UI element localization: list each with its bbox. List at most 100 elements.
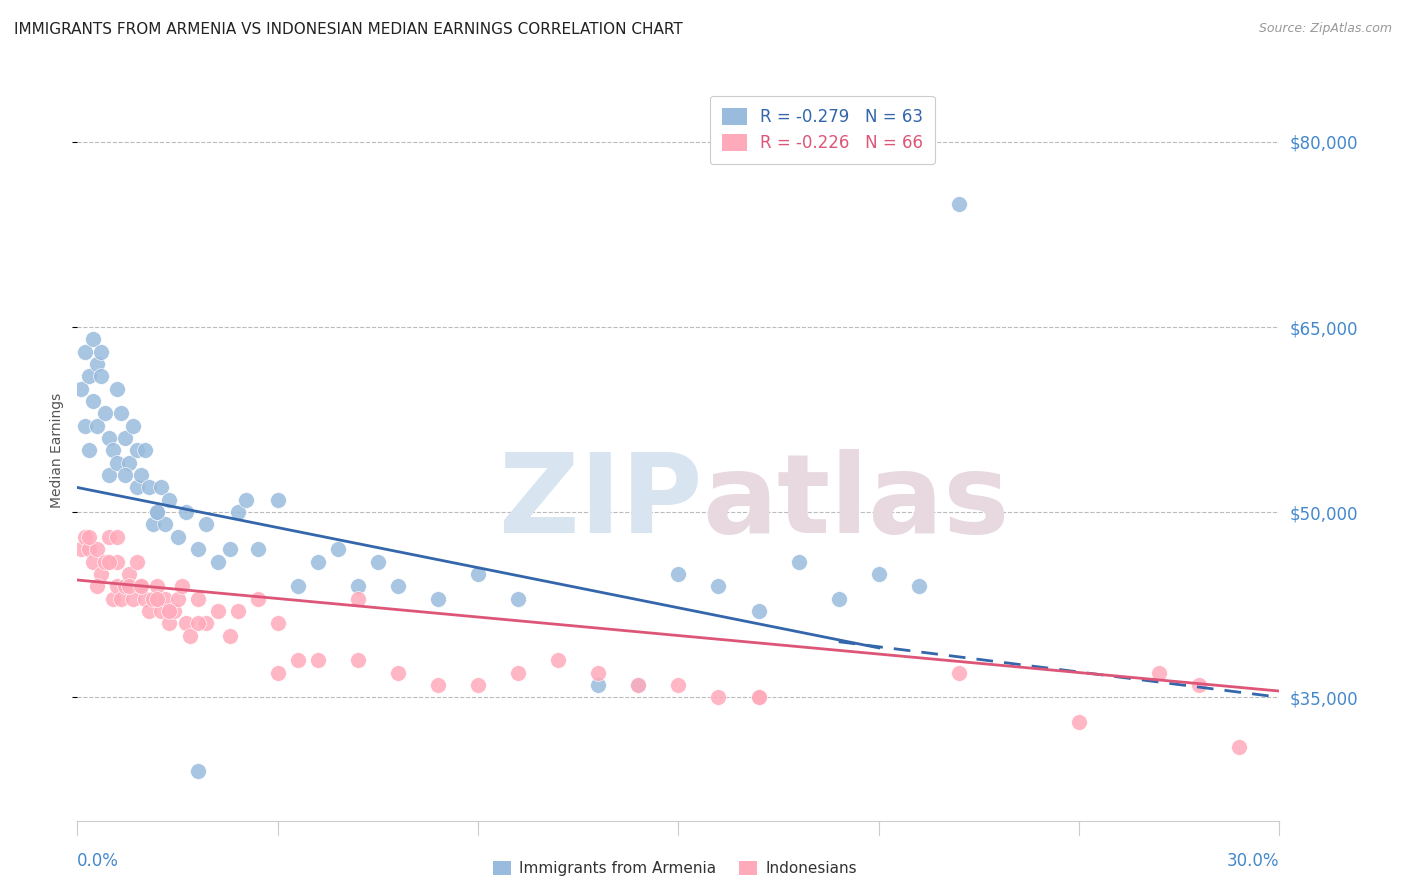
Text: 30.0%: 30.0% bbox=[1227, 852, 1279, 870]
Point bbox=[134, 443, 156, 458]
Point bbox=[146, 579, 169, 593]
Point bbox=[367, 554, 389, 569]
Point bbox=[107, 554, 129, 569]
Point bbox=[146, 505, 169, 519]
Point bbox=[828, 591, 851, 606]
Point bbox=[467, 566, 489, 581]
Point bbox=[748, 690, 770, 705]
Point bbox=[588, 678, 610, 692]
Point bbox=[159, 492, 181, 507]
Point bbox=[118, 579, 141, 593]
Point bbox=[194, 517, 217, 532]
Point bbox=[103, 591, 125, 606]
Point bbox=[427, 678, 450, 692]
Point bbox=[146, 591, 169, 606]
Point bbox=[127, 443, 149, 458]
Point bbox=[127, 554, 149, 569]
Point bbox=[86, 579, 108, 593]
Point bbox=[159, 616, 181, 631]
Point bbox=[287, 579, 309, 593]
Point bbox=[948, 665, 970, 680]
Point bbox=[347, 653, 370, 667]
Point bbox=[427, 591, 450, 606]
Point bbox=[79, 530, 101, 544]
Text: Source: ZipAtlas.com: Source: ZipAtlas.com bbox=[1258, 22, 1392, 36]
Point bbox=[110, 591, 132, 606]
Point bbox=[131, 579, 153, 593]
Point bbox=[98, 554, 121, 569]
Point bbox=[79, 443, 101, 458]
Point bbox=[159, 604, 181, 618]
Point bbox=[187, 542, 209, 557]
Text: 0.0%: 0.0% bbox=[77, 852, 120, 870]
Point bbox=[98, 530, 121, 544]
Point bbox=[707, 579, 730, 593]
Point bbox=[118, 456, 141, 470]
Point bbox=[155, 591, 177, 606]
Point bbox=[75, 418, 97, 433]
Point bbox=[114, 579, 136, 593]
Point bbox=[86, 357, 108, 371]
Point bbox=[82, 394, 104, 409]
Point bbox=[75, 530, 97, 544]
Point bbox=[868, 566, 890, 581]
Point bbox=[142, 517, 165, 532]
Point bbox=[1149, 665, 1171, 680]
Point bbox=[94, 407, 117, 421]
Point bbox=[114, 431, 136, 445]
Point bbox=[347, 591, 370, 606]
Point bbox=[207, 604, 229, 618]
Point bbox=[246, 591, 269, 606]
Point bbox=[90, 369, 112, 384]
Text: IMMIGRANTS FROM ARMENIA VS INDONESIAN MEDIAN EARNINGS CORRELATION CHART: IMMIGRANTS FROM ARMENIA VS INDONESIAN ME… bbox=[14, 22, 683, 37]
Point bbox=[1229, 739, 1251, 754]
Point bbox=[86, 418, 108, 433]
Point bbox=[138, 481, 160, 495]
Point bbox=[588, 665, 610, 680]
Point bbox=[948, 196, 970, 211]
Point bbox=[98, 468, 121, 483]
Point bbox=[187, 764, 209, 779]
Point bbox=[307, 653, 329, 667]
Point bbox=[134, 591, 156, 606]
Point bbox=[347, 579, 370, 593]
Point bbox=[86, 542, 108, 557]
Point bbox=[150, 481, 173, 495]
Point bbox=[307, 554, 329, 569]
Point bbox=[174, 505, 197, 519]
Point bbox=[166, 530, 188, 544]
Point bbox=[207, 554, 229, 569]
Point bbox=[107, 382, 129, 396]
Point bbox=[908, 579, 931, 593]
Point bbox=[1069, 714, 1091, 729]
Point bbox=[748, 690, 770, 705]
Point bbox=[326, 542, 349, 557]
Point bbox=[142, 591, 165, 606]
Point bbox=[118, 566, 141, 581]
Y-axis label: Median Earnings: Median Earnings bbox=[51, 392, 65, 508]
Point bbox=[387, 579, 409, 593]
Point bbox=[90, 344, 112, 359]
Point bbox=[787, 554, 810, 569]
Point bbox=[138, 604, 160, 618]
Point bbox=[114, 468, 136, 483]
Point bbox=[287, 653, 309, 667]
Point bbox=[547, 653, 569, 667]
Point bbox=[1188, 678, 1211, 692]
Point bbox=[107, 456, 129, 470]
Point bbox=[122, 591, 145, 606]
Point bbox=[162, 604, 184, 618]
Point bbox=[146, 505, 169, 519]
Point bbox=[226, 604, 249, 618]
Point bbox=[267, 665, 290, 680]
Point bbox=[218, 628, 240, 642]
Point bbox=[166, 591, 188, 606]
Text: atlas: atlas bbox=[703, 449, 1010, 556]
Point bbox=[235, 492, 257, 507]
Point bbox=[707, 690, 730, 705]
Point bbox=[79, 369, 101, 384]
Point bbox=[267, 616, 290, 631]
Legend: R = -0.279   N = 63, R = -0.226   N = 66: R = -0.279 N = 63, R = -0.226 N = 66 bbox=[710, 96, 935, 164]
Point bbox=[70, 542, 93, 557]
Point bbox=[103, 443, 125, 458]
